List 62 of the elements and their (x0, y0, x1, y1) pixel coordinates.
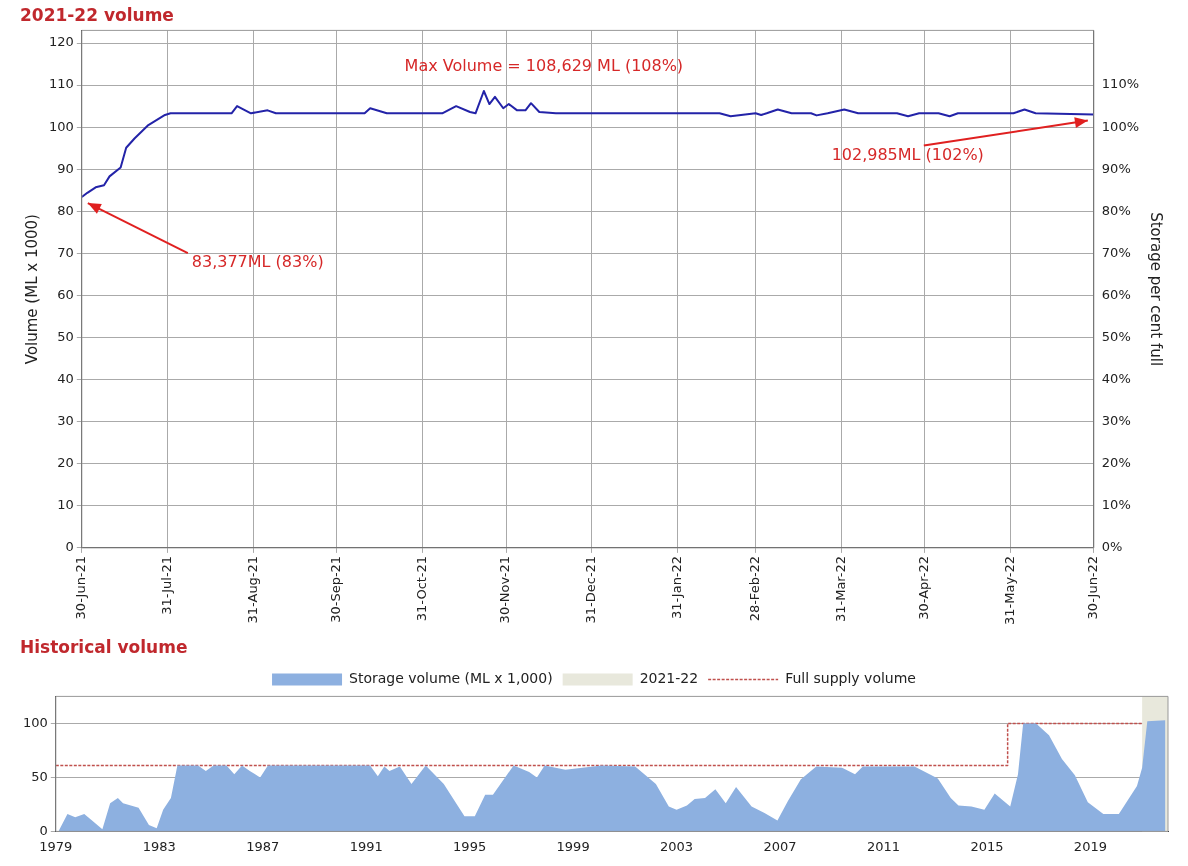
y-tick-label: 0 (39, 822, 48, 838)
x-tick-label: 30-Jun-21 (73, 555, 89, 620)
x-tick-label: 28-Feb-22 (746, 555, 762, 622)
x-tick-label: 1999 (556, 838, 590, 854)
y2-tick-label: 40% (1101, 370, 1131, 386)
x-tick-label: 1987 (246, 838, 280, 854)
x-tick-label: 31-Mar-22 (832, 555, 848, 623)
x-tick-label: 2003 (660, 838, 694, 854)
x-tick-label: 30-Sep-21 (328, 555, 344, 623)
x-tick-label: 2019 (1073, 838, 1107, 854)
legend-label: Full supply volume (785, 670, 916, 687)
y2-tick-label: 50% (1101, 328, 1131, 344)
x-tick-label: 2011 (866, 838, 901, 854)
y2-tick-label: 100% (1101, 118, 1140, 134)
x-tick-label: 31-Jul-21 (159, 555, 175, 615)
y-tick-label: 100 (48, 118, 74, 134)
y-tick-label: 40 (57, 370, 74, 386)
x-tick-label: 30-Nov-21 (497, 555, 513, 624)
x-tick-label: 31-Aug-21 (245, 555, 261, 624)
y-tick-label: 0 (65, 539, 74, 555)
y-tick-label: 90 (57, 160, 74, 176)
annotation: 102,985ML (102%) (831, 144, 984, 164)
y-axis-title: Volume (ML x 1000) (22, 214, 41, 365)
y2-tick-label: 90% (1101, 160, 1131, 176)
x-tick-label: 31-May-22 (1002, 555, 1018, 626)
chart-title: Historical volume (20, 636, 188, 657)
x-tick-label: 2007 (763, 838, 797, 854)
y-tick-label: 60 (57, 286, 74, 302)
x-tick-label: 31-Jan-22 (669, 555, 685, 620)
y-tick-label: 10 (57, 497, 74, 513)
legend-label: Storage volume (ML x 1,000) (349, 670, 553, 687)
annotation: Max Volume = 108,629 ML (108%) (404, 55, 684, 75)
y2-tick-label: 20% (1101, 455, 1131, 471)
chart-title: 2021-22 volume (20, 4, 174, 25)
legend-label: 2021-22 (639, 670, 699, 687)
x-tick-label: 2015 (970, 838, 1004, 854)
x-tick-label: 31-Oct-21 (414, 555, 430, 622)
y-tick-label: 20 (57, 455, 74, 471)
annotation: 83,377ML (83%) (191, 252, 324, 272)
y2-tick-label: 60% (1101, 286, 1131, 302)
y-tick-label: 120 (48, 34, 74, 50)
x-tick-label: 1991 (349, 838, 383, 854)
y-tick-label: 100 (22, 714, 48, 730)
y-tick-label: 110 (48, 76, 74, 92)
y-tick-label: 50 (57, 328, 74, 344)
y2-tick-label: 30% (1101, 413, 1131, 429)
x-tick-label: 1995 (453, 838, 487, 854)
y-tick-label: 50 (31, 768, 48, 784)
y2-tick-label: 0% (1101, 539, 1123, 555)
x-tick-label: 30-Jun-22 (1085, 555, 1101, 620)
x-tick-label: 30-Apr-22 (916, 555, 932, 620)
y2-tick-label: 110% (1101, 76, 1140, 92)
y2-tick-label: 10% (1101, 497, 1131, 513)
x-tick-label: 31-Dec-21 (583, 555, 599, 624)
y-tick-label: 30 (57, 413, 74, 429)
y2-tick-label: 80% (1101, 202, 1131, 218)
y2-tick-label: 70% (1101, 244, 1131, 260)
x-tick-label: 1983 (142, 838, 176, 854)
y2-axis-title: Storage per cent full (1147, 212, 1166, 367)
y-tick-label: 80 (57, 202, 74, 218)
x-tick-label: 1979 (39, 838, 73, 854)
y-tick-label: 70 (57, 244, 74, 260)
